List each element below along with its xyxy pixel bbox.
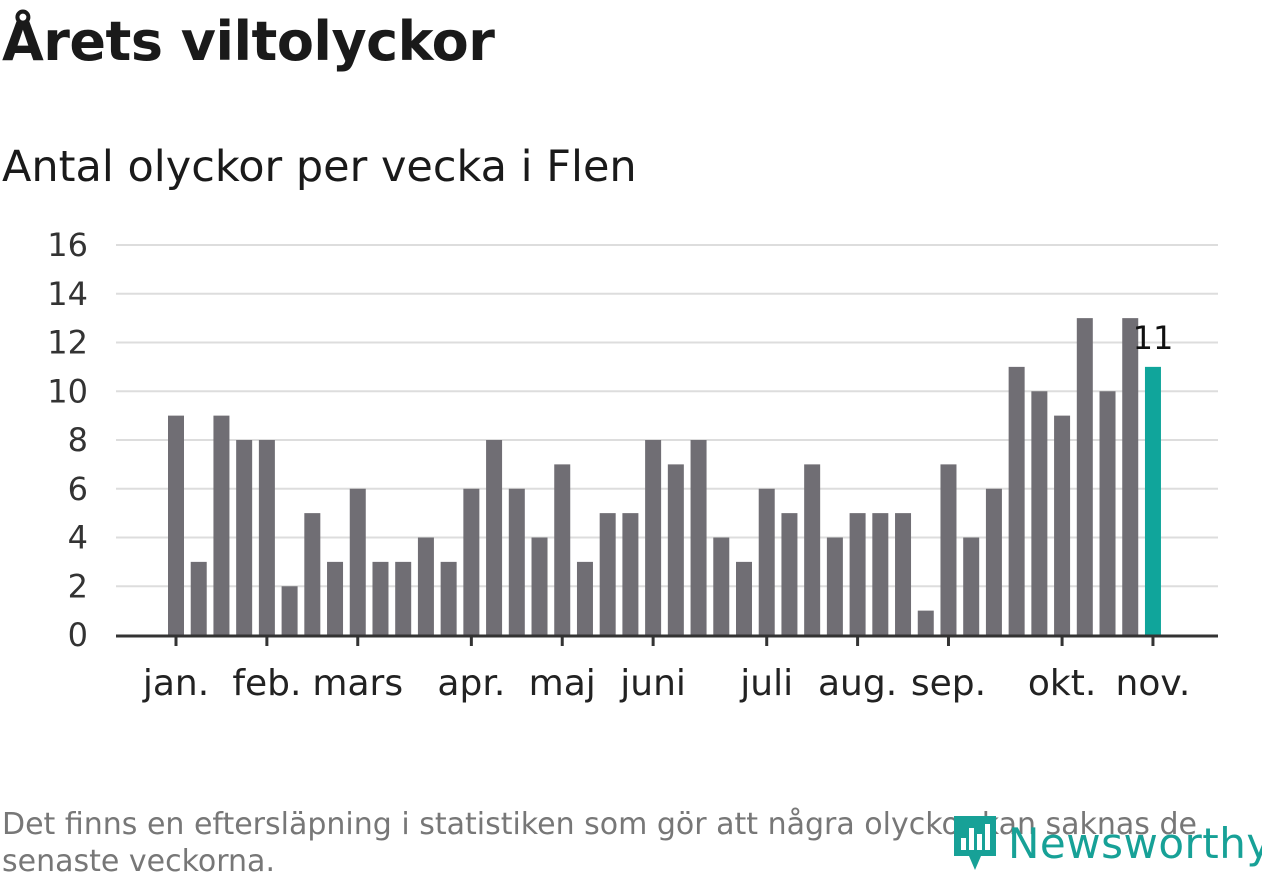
labels: 0 2 4 6 8 10 12 14 16 jan. feb. mars apr. maj juni juli…: [47, 226, 1190, 704]
bar: [895, 513, 912, 635]
y-tick-label: 10: [47, 372, 88, 410]
bar-highlight: [1144, 366, 1161, 635]
bar: [1099, 391, 1116, 635]
bar: [372, 561, 389, 635]
y-tick-label: 4: [68, 519, 88, 557]
bar: [940, 464, 957, 635]
y-tick-label: 0: [68, 616, 88, 654]
x-tick-label: aug.: [818, 663, 897, 704]
bar: [872, 513, 889, 635]
y-tick-label: 6: [68, 470, 88, 508]
y-tick-label: 12: [47, 324, 88, 362]
bar: [417, 537, 434, 635]
bar: [440, 561, 457, 635]
x-tick-label: nov.: [1116, 663, 1191, 704]
bar: [213, 415, 230, 635]
footnote: Det finns en eftersläpning i statistiken…: [2, 807, 1197, 879]
bar: [736, 561, 752, 635]
bar: [781, 513, 798, 635]
bar: [1054, 415, 1071, 635]
chart-title: Årets viltolyckor: [2, 10, 495, 73]
bar: [463, 488, 480, 635]
bar: [327, 561, 344, 635]
bar: [304, 513, 321, 635]
bar: [713, 537, 730, 635]
bar: [349, 488, 366, 635]
x-tick-label: apr.: [437, 663, 505, 704]
bar: [645, 440, 662, 635]
bar: [508, 488, 525, 635]
bar: [395, 561, 412, 635]
bar: [804, 464, 821, 635]
x-tick-label: maj: [529, 663, 596, 704]
bar: [826, 537, 843, 635]
bar: [849, 513, 866, 635]
bar: [690, 440, 707, 635]
bar: [531, 537, 548, 635]
y-tick-label: 14: [47, 275, 88, 313]
bar: [486, 440, 503, 635]
bar: [963, 537, 980, 635]
logo-text: Newsworthy: [1008, 818, 1262, 868]
bar: [1031, 391, 1048, 635]
x-tick-label: mars: [312, 663, 403, 704]
bar: [236, 440, 253, 635]
bar: [554, 464, 571, 635]
x-tick-label: juli: [739, 663, 793, 704]
axes: [116, 634, 1218, 646]
bar-chart-pin-icon: [954, 816, 996, 870]
y-tick-label: 16: [47, 226, 88, 264]
bar: [258, 440, 275, 635]
data-label-last: 11: [1133, 319, 1174, 357]
bar: [622, 513, 639, 635]
bar: [281, 586, 298, 635]
bars: [168, 318, 1161, 635]
y-tick-label: 8: [68, 421, 88, 459]
bar: [599, 513, 616, 635]
x-tick-label: juni: [619, 663, 686, 704]
x-tick-label: jan.: [142, 663, 209, 704]
gridlines: [116, 244, 1218, 588]
bar: [1076, 318, 1093, 635]
bar: [168, 415, 184, 635]
bar: [917, 610, 934, 635]
bar: [1008, 366, 1025, 635]
chart-area: 0 2 4 6 8 10 12 14 16 jan. feb. mars apr. maj juni juli…: [47, 226, 1218, 704]
x-tick-label: feb.: [232, 663, 301, 704]
y-tick-label: 2: [68, 567, 88, 605]
bar: [190, 561, 207, 635]
chart-subtitle: Antal olyckor per vecka i Flen: [2, 142, 637, 192]
bar: [1122, 318, 1139, 635]
x-tick-label: okt.: [1028, 663, 1096, 704]
bar: [667, 464, 684, 635]
bar: [576, 561, 593, 635]
bar: [985, 488, 1002, 635]
x-tick-label: sep.: [911, 663, 986, 704]
bar: [758, 488, 775, 635]
newsworthy-logo: Newsworthy: [950, 812, 1262, 874]
